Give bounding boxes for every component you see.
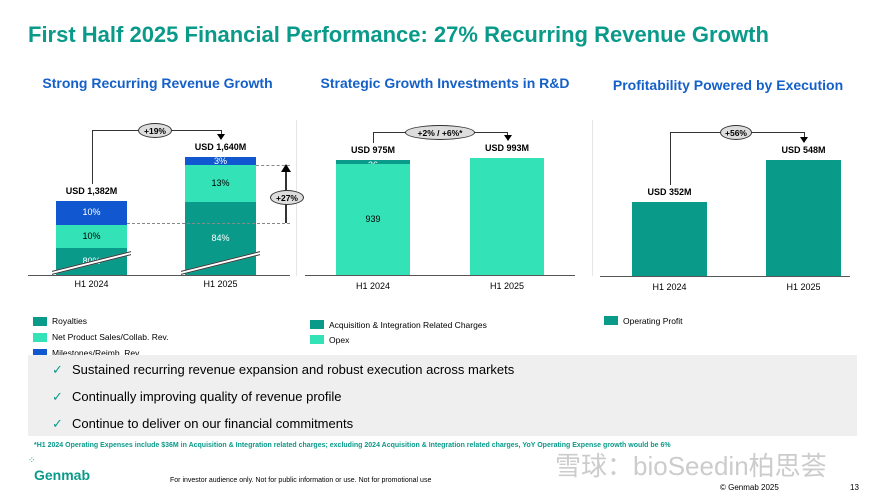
bar-segment	[470, 157, 544, 275]
divider	[592, 120, 593, 276]
bullet-text: Continually improving quality of revenue…	[72, 389, 342, 404]
x-axis	[28, 275, 290, 276]
bullet-text: Continue to deliver on our financial com…	[72, 416, 354, 431]
genmab-logo-icon: ⁘	[28, 455, 36, 465]
copyright: © Genmab 2025	[720, 483, 779, 492]
x-axis	[305, 275, 575, 276]
bar-segment: 939	[336, 164, 410, 275]
bar	[766, 160, 841, 276]
x-tick-label: H1 2025	[786, 282, 821, 292]
legend-swatch	[310, 335, 324, 344]
legend-label: Operating Profit	[623, 315, 683, 326]
footnote: *H1 2024 Operating Expenses include $36M…	[34, 442, 671, 449]
total-label: USD 1,640M	[194, 142, 247, 152]
legend-item: Royalties	[33, 313, 169, 329]
x-tick-label: H1 2025	[203, 279, 238, 289]
bar-segment: 10%	[56, 201, 127, 225]
x-tick-label: H1 2024	[652, 282, 687, 292]
chart2-title: Strategic Growth Investments in R&D	[320, 75, 570, 91]
legend-item: Net Product Sales/Collab. Rev.	[33, 329, 169, 345]
x-tick-label: H1 2024	[355, 281, 391, 291]
legend-label: Royalties	[52, 316, 87, 326]
segment-label: 84%	[211, 232, 230, 243]
chart3-legend: Operating Profit	[604, 313, 683, 328]
legend-swatch	[310, 320, 324, 329]
growth-badge: +19%	[138, 123, 172, 138]
check-icon: ✓	[52, 389, 63, 404]
bullet-text: Sustained recurring revenue expansion an…	[72, 362, 515, 377]
legend-label: Net Product Sales/Collab. Rev.	[52, 332, 169, 342]
growth-badge: +56%	[720, 125, 752, 140]
connector-line	[803, 132, 805, 139]
genmab-logo: Genmab	[34, 467, 91, 483]
legend-item: Operating Profit	[604, 313, 683, 328]
legend-swatch	[33, 332, 47, 342]
bullet-item: ✓ Continue to deliver on our financial co…	[52, 416, 353, 432]
legend-label: Acquisition & Integration Related Charge…	[329, 319, 487, 330]
connector-line	[373, 132, 374, 143]
disclaimer: For investor audience only. Not for publ…	[170, 477, 432, 484]
bullet-item: ✓ Sustained recurring revenue expansion a…	[52, 362, 514, 378]
connector-line	[91, 130, 93, 184]
arrow-head-icon	[281, 164, 291, 172]
x-tick-label: H1 2024	[74, 279, 109, 289]
legend-swatch	[33, 348, 47, 358]
chart1-title: Strong Recurring Revenue Growth	[42, 75, 273, 91]
bar: 3% 13% 84%	[181, 156, 260, 275]
x-axis	[600, 276, 850, 277]
bar-segment: 3%	[185, 156, 256, 166]
arrow-down-icon	[217, 134, 225, 140]
reference-line	[127, 223, 290, 224]
legend-swatch	[604, 316, 618, 325]
page-number: 13	[850, 483, 859, 492]
bar	[470, 157, 544, 275]
page-title: First Half 2025 Financial Performance: 2…	[28, 22, 769, 47]
segment-label: 3%	[209, 156, 231, 166]
watermark: 雪球：bioSeedin柏思荟	[555, 451, 827, 481]
legend-item: Acquisition & Integration Related Charge…	[310, 317, 487, 332]
bar-segment	[632, 201, 707, 276]
growth-badge: +2% / +6%*	[405, 125, 475, 140]
connector-line	[507, 132, 508, 136]
legend-swatch	[33, 316, 47, 326]
check-icon: ✓	[52, 416, 63, 431]
total-label: USD 975M	[350, 144, 396, 155]
total-label: USD 1,382M	[65, 186, 118, 196]
chart2-legend: Acquisition & Integration Related Charge…	[310, 317, 487, 347]
legend-label: Milestones/Reimb. Rev.	[52, 348, 142, 358]
total-label: USD 993M	[484, 142, 530, 153]
arrow-down-icon	[503, 134, 512, 141]
bar: 10%10%80%	[52, 201, 131, 275]
arrow-down-icon	[800, 137, 808, 144]
connector-line	[220, 130, 222, 135]
legend-label: Opex	[329, 334, 350, 345]
legend-item: Opex	[310, 332, 487, 347]
bar-segment: 13%	[185, 165, 256, 202]
chart3-title: Profitability Powered by Execution	[612, 77, 844, 93]
bar	[632, 201, 707, 276]
x-tick-label: H1 2025	[489, 281, 525, 291]
check-icon: ✓	[52, 362, 63, 377]
segment-label: 10%	[82, 207, 101, 218]
bullet-item: ✓ Continually improving quality of revenu…	[52, 389, 342, 405]
segment-label: 13%	[211, 178, 230, 189]
total-label: USD 352M	[647, 186, 692, 197]
chart1-legend: Royalties Net Product Sales/Collab. Rev.…	[33, 313, 169, 361]
reference-line	[256, 165, 290, 166]
bar-segment	[766, 160, 841, 276]
recurring-growth-badge: +27%	[270, 190, 304, 205]
total-label: USD 548M	[781, 145, 826, 156]
connector-line	[669, 132, 671, 185]
bar: 36939	[336, 159, 410, 275]
segment-label: 10%	[82, 230, 101, 241]
bar-segment: 10%	[56, 224, 127, 249]
legend-item: Milestones/Reimb. Rev.	[33, 345, 169, 361]
key-points-box	[28, 355, 857, 436]
segment-label: 939	[365, 214, 381, 225]
